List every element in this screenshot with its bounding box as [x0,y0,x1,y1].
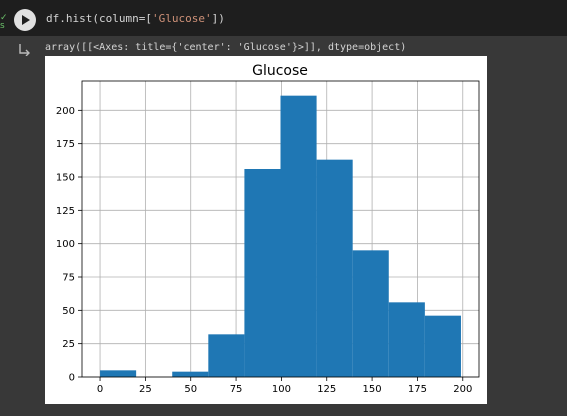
y-tick-label: 175 [56,139,75,150]
histogram-figure: Glucose 0 25 50 75 100 125 150 175 200 0 25 50 75 100… [45,56,487,404]
histogram-bar [316,159,353,377]
y-tick-label: 0 [69,373,75,384]
histogram-bar [100,370,137,377]
y-tick-label: 100 [56,239,75,250]
code-editor[interactable]: ✓ s df.hist(column=['Glucose']) [0,0,567,36]
histogram-bar [172,371,209,377]
x-tick-label: 200 [453,384,472,395]
code-prefix: df.hist(column=[ [46,12,152,25]
x-tick-label: 75 [230,384,243,395]
x-tick-label: 50 [184,384,197,395]
output-text: array([[<Axes: title={'center': 'Glucose… [45,42,407,53]
y-tick-label: 125 [56,206,75,217]
play-icon[interactable] [14,9,36,31]
chart-title: Glucose [252,63,308,79]
histogram-bar [424,315,461,377]
y-tick-label: 50 [62,306,75,317]
histogram-bar [280,95,317,377]
axes-frame [81,80,480,378]
histogram-chart: Glucose 0 25 50 75 100 125 150 175 200 0 25 50 75 100… [56,63,480,395]
output-arrow-icon [19,44,30,56]
check-icon: ✓ s [0,13,8,31]
histogram-bar [388,302,425,377]
x-tick-label: 125 [317,384,336,395]
x-tick-label: 100 [272,384,291,395]
x-tick-label: 25 [139,384,152,395]
y-tick-label: 150 [56,173,75,184]
y-tick-label: 200 [56,106,75,117]
x-tick-label: 0 [97,384,103,395]
y-tick-label: 75 [62,273,75,284]
code-line[interactable]: df.hist(column=['Glucose']) [46,12,225,25]
code-suffix: ]) [211,12,225,25]
y-tick-label: 25 [62,339,75,350]
code-string: 'Glucose' [151,12,212,25]
histogram-bar [208,334,245,377]
x-tick-label: 150 [363,384,382,395]
x-tick-label: 175 [408,384,427,395]
histogram-bar [244,169,281,377]
histogram-bar [352,250,389,377]
